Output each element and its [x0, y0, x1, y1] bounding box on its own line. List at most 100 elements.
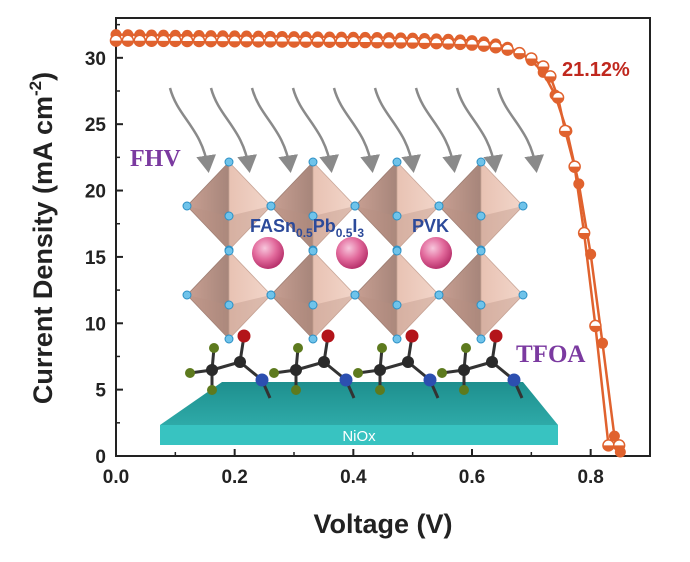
data-point	[525, 52, 538, 65]
iodide-atom	[224, 157, 234, 167]
data-point	[577, 226, 591, 240]
plot-frame	[115, 17, 651, 457]
y-tick-label: 30	[85, 49, 106, 70]
y-tick-label: 0	[95, 447, 106, 468]
iodide-atom	[518, 201, 528, 211]
nio-substrate-top	[160, 382, 558, 425]
data-point	[394, 36, 408, 49]
iodide-atom	[476, 300, 486, 310]
fluorine-atom	[291, 385, 301, 395]
nio-substrate-front	[160, 425, 558, 445]
data-point	[240, 34, 253, 48]
x-axis: 0.0 0.2 0.4 0.6 0.8	[103, 449, 651, 488]
perovskite-octahedra	[182, 157, 528, 344]
data-point	[612, 439, 626, 452]
a-site-cation-sphere	[252, 237, 284, 269]
nitrogen-atom	[339, 373, 353, 387]
fluorine-atom	[461, 343, 471, 353]
light-arrow	[414, 87, 463, 173]
light-arrow	[291, 87, 340, 173]
light-arrows	[168, 87, 545, 173]
iodide-atom	[350, 201, 360, 211]
series-forward	[109, 34, 626, 452]
fluorine-atom	[209, 343, 219, 353]
perovskite-formula: FASn0.5Pb0.5I3	[250, 216, 364, 240]
fluorine-atom	[377, 343, 387, 353]
iodide-atom	[308, 157, 318, 167]
data-point	[109, 34, 123, 47]
octahedron	[350, 157, 444, 255]
iodide-atom	[266, 290, 276, 300]
iodide-atom	[392, 334, 402, 344]
oxygen-atom	[405, 329, 419, 343]
tfoa-molecule	[353, 329, 440, 399]
carbon-atom	[374, 364, 386, 376]
series-layer	[109, 29, 626, 458]
y-tick-label: 10	[85, 314, 106, 335]
fluorine-atom	[293, 343, 303, 353]
data-point	[544, 70, 557, 83]
iodide-atom	[350, 290, 360, 300]
nitrogen-atom	[507, 373, 521, 387]
data-point	[418, 36, 431, 50]
iodide-atom	[308, 211, 318, 221]
data-point	[228, 34, 241, 48]
data-point	[382, 36, 396, 49]
iodide-atom	[434, 201, 444, 211]
iodide-atom	[476, 211, 486, 221]
tfoa-molecule	[437, 329, 524, 399]
data-point	[477, 39, 491, 52]
iodide-atom	[224, 211, 234, 221]
pvk-label: PVK	[412, 216, 449, 236]
y-axis: 0 5 10 15 20 25 30	[85, 23, 123, 468]
carbon-atom	[290, 364, 302, 376]
a-site-cation-sphere	[420, 237, 452, 269]
light-arrow	[496, 87, 545, 173]
data-point	[513, 46, 526, 60]
carbon-atom	[402, 356, 414, 368]
oxygen-atom	[237, 329, 251, 343]
y-tick-label: 25	[85, 115, 107, 136]
y-tick-label: 20	[85, 182, 106, 203]
iodide-atom	[224, 300, 234, 310]
light-arrow	[332, 87, 381, 173]
nitrogen-atom	[255, 373, 269, 387]
data-point	[145, 34, 158, 47]
nitrogen-atom	[423, 373, 437, 387]
iodide-atom	[224, 334, 234, 344]
light-arrow	[373, 87, 422, 173]
data-point	[465, 38, 479, 51]
carbon-atom	[458, 364, 470, 376]
octahedron	[350, 246, 444, 344]
iodide-atom	[518, 290, 528, 300]
data-point	[121, 34, 135, 47]
data-point	[169, 34, 182, 48]
octahedron	[434, 157, 528, 255]
data-point	[347, 35, 360, 49]
data-point	[536, 60, 550, 73]
carbon-atom	[234, 356, 246, 368]
fluorine-atom	[353, 368, 363, 378]
data-point	[299, 35, 313, 48]
x-tick-label: 0.0	[103, 467, 129, 488]
tfoa-molecule	[269, 329, 356, 399]
y-tick-label: 15	[85, 248, 107, 269]
data-point	[133, 34, 146, 47]
data-point	[608, 430, 620, 442]
iodide-atom	[308, 300, 318, 310]
data-point	[558, 124, 572, 138]
light-arrow	[209, 87, 258, 173]
a-site-cation-sphere	[336, 237, 368, 269]
substrate-label: NiOx	[342, 428, 376, 445]
data-point	[568, 160, 581, 173]
oxygen-atom	[321, 329, 335, 343]
data-point	[358, 35, 372, 49]
iodide-atom	[476, 157, 486, 167]
light-arrow	[455, 87, 504, 173]
fluorine-atom	[185, 368, 195, 378]
tfoa-molecule	[185, 329, 272, 399]
x-tick-label: 0.2	[221, 467, 247, 488]
molecule-label: TFOA	[516, 341, 585, 368]
data-point	[287, 35, 301, 48]
